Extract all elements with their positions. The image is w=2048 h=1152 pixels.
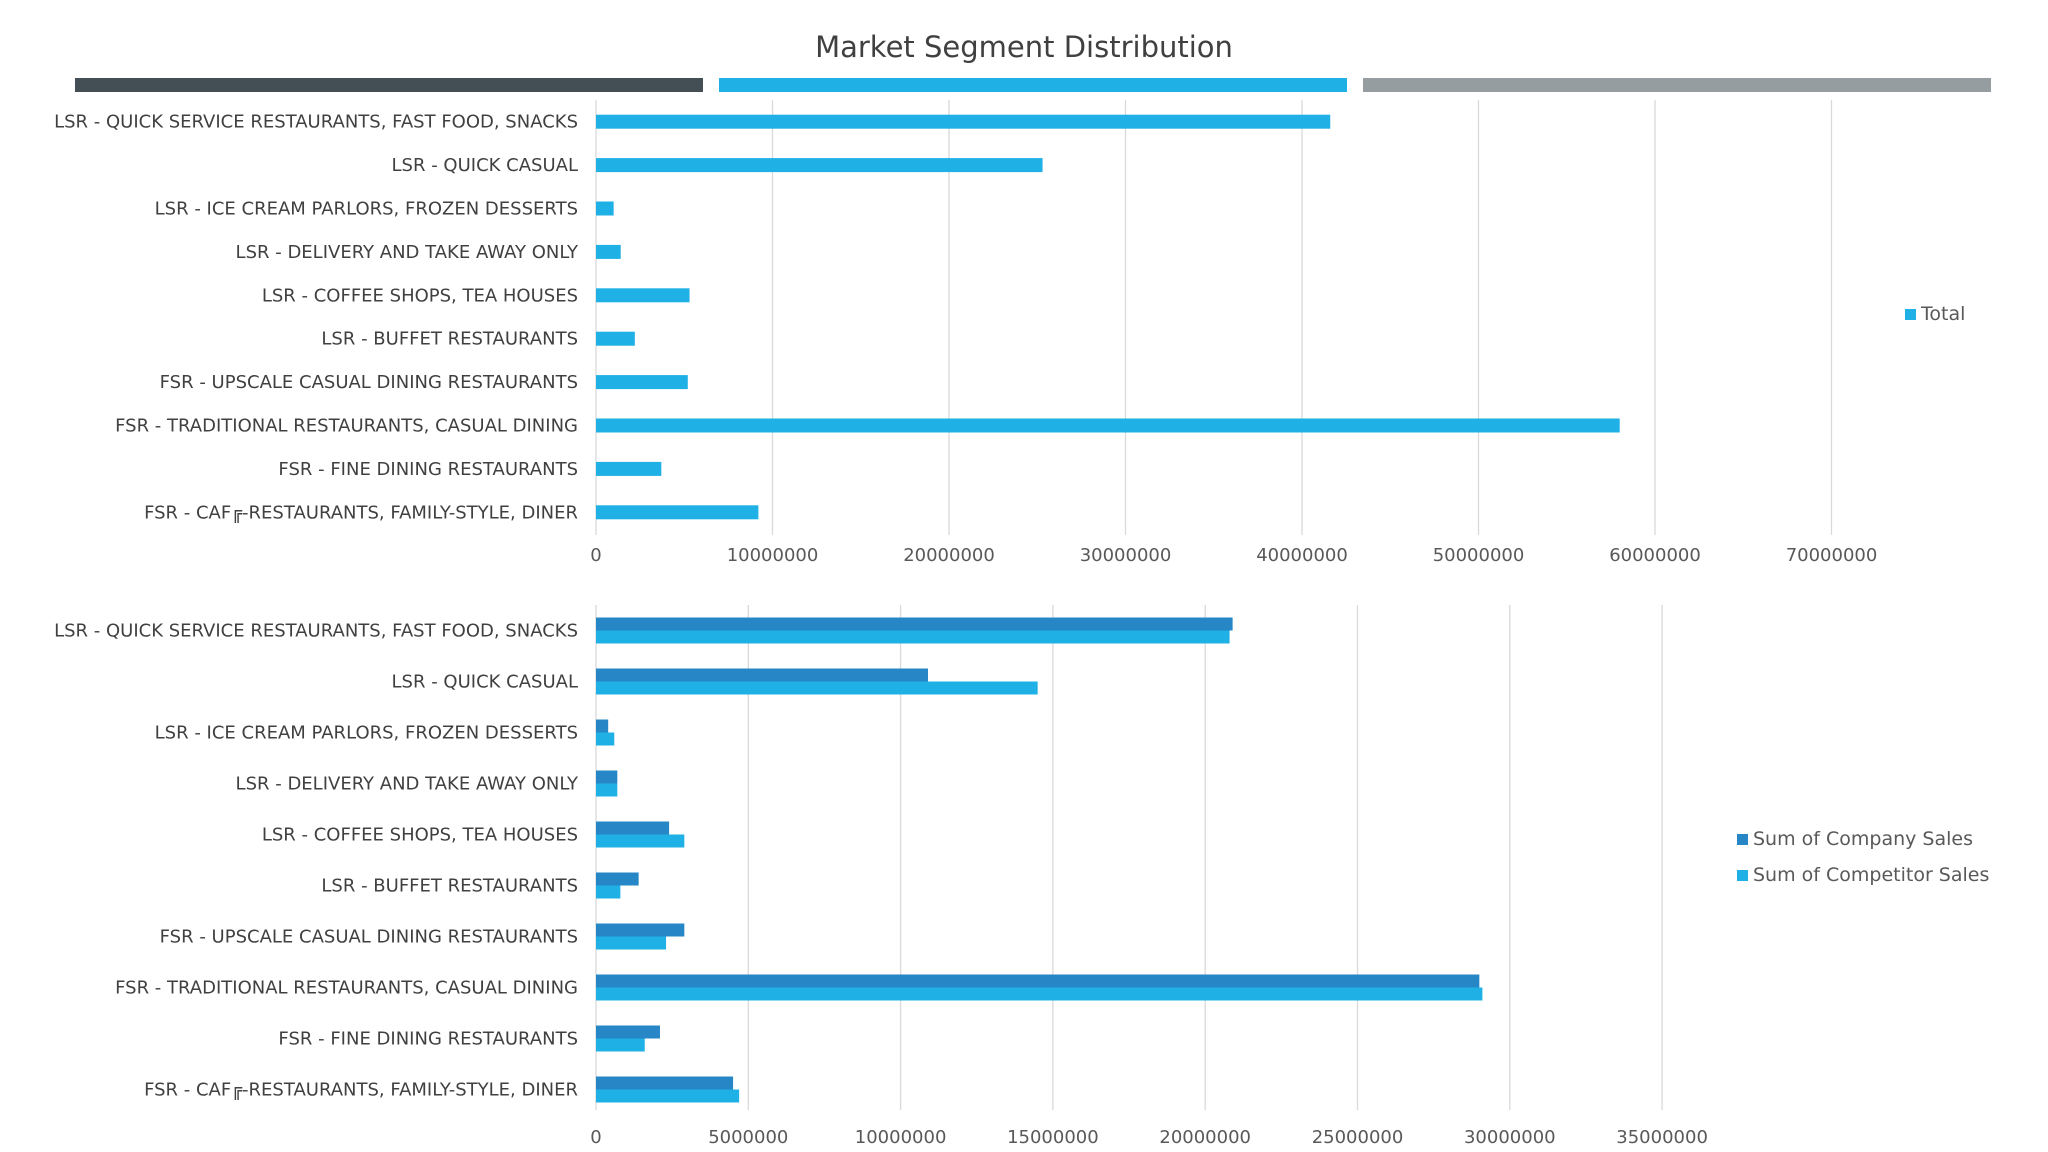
top-legend-swatch [1905,309,1916,320]
bottom-category-label: LSR - DELIVERY AND TAKE AWAY ONLY [236,774,579,795]
bottom-x-tick-label: 20000000 [1159,1127,1251,1148]
top-bar-total [596,375,688,390]
top-category-label: FSR - UPSCALE CASUAL DINING RESTAURANTS [160,372,578,393]
bottom-bar-company [596,617,1233,631]
bottom-bar-competitor [596,834,685,848]
bottom-bar-company [596,974,1480,988]
top-x-tick-label: 20000000 [903,545,995,566]
bottom-bar-company [596,668,929,682]
bottom-category-label: LSR - QUICK CASUAL [392,672,578,693]
bottom-category-label: FSR - UPSCALE CASUAL DINING RESTAURANTS [160,927,578,948]
bottom-x-tick-label: 0 [590,1127,601,1148]
bottom-x-tick-label: 35000000 [1616,1127,1708,1148]
bottom-x-tick-label: 25000000 [1312,1127,1404,1148]
top-x-tick-label: 70000000 [1786,545,1878,566]
bottom-bar-competitor [596,936,667,950]
bottom-category-label: LSR - COFFEE SHOPS, TEA HOUSES [262,825,578,846]
bottom-x-tick-label: 15000000 [1007,1127,1099,1148]
top-bar-total [596,505,759,520]
top-x-tick-label: 60000000 [1609,545,1701,566]
top-category-label: LSR - DELIVERY AND TAKE AWAY ONLY [236,242,579,263]
bottom-category-label: FSR - CAF╔-RESTAURANTS, FAMILY-STYLE, DI… [144,1080,578,1101]
bottom-bar-company [596,1025,660,1039]
bottom-legend-swatch [1737,870,1748,881]
bottom-bar-competitor [596,1038,645,1052]
top-x-tick-label: 0 [590,545,601,566]
top-legend-label: Total [1920,303,1965,325]
bottom-bar-company [596,770,618,784]
top-bar-total [596,331,635,346]
bottom-category-label: FSR - TRADITIONAL RESTAURANTS, CASUAL DI… [115,978,578,999]
top-category-label: LSR - QUICK SERVICE RESTAURANTS, FAST FO… [54,112,578,133]
header-strip-gray [1363,78,1991,92]
bottom-category-label: LSR - QUICK SERVICE RESTAURANTS, FAST FO… [54,621,578,642]
top-bar-total [596,114,1331,129]
bottom-category-label: FSR - FINE DINING RESTAURANTS [278,1029,578,1050]
top-x-tick-label: 40000000 [1256,545,1348,566]
top-bar-total [596,418,1620,433]
top-category-label: FSR - CAF╔-RESTAURANTS, FAMILY-STYLE, DI… [144,502,578,523]
bottom-bar-company [596,872,639,886]
bottom-x-tick-label: 10000000 [855,1127,947,1148]
top-x-tick-label: 10000000 [727,545,819,566]
top-category-label: FSR - TRADITIONAL RESTAURANTS, CASUAL DI… [115,416,578,437]
bottom-x-tick-label: 30000000 [1464,1127,1556,1148]
bottom-x-tick-label: 5000000 [708,1127,788,1148]
top-bar-total [596,244,621,259]
bottom-bar-company [596,1076,734,1090]
top-category-label: LSR - QUICK CASUAL [392,155,578,176]
bottom-bar-competitor [596,783,618,797]
bottom-chart: 0 5000000 10000000 15000000 20000000 25000000… [54,605,1989,1148]
top-x-tick-label: 30000000 [1080,545,1172,566]
top-bar-total [596,201,614,216]
top-x-tick-label: 50000000 [1433,545,1525,566]
bottom-legend-swatch [1737,834,1748,845]
header-strip-dark [75,78,703,92]
bottom-bar-competitor [596,885,621,899]
bottom-legend-label: Sum of Competitor Sales [1753,864,1989,886]
bottom-bar-company [596,719,609,733]
top-chart: 0 10000000 20000000 30000000 40000000 5000000… [54,100,1965,566]
top-category-label: LSR - BUFFET RESTAURANTS [321,329,578,350]
top-bar-total [596,461,662,476]
header-strip-blue [719,78,1347,92]
bottom-bar-company [596,923,685,937]
top-category-label: LSR - ICE CREAM PARLORS, FROZEN DESSERTS [155,199,578,220]
bottom-category-label: LSR - ICE CREAM PARLORS, FROZEN DESSERTS [155,723,578,744]
bottom-bar-competitor [596,630,1230,644]
bottom-bar-competitor [596,987,1483,1001]
top-category-label: FSR - FINE DINING RESTAURANTS [278,459,578,480]
bottom-bar-competitor [596,681,1038,695]
top-bar-total [596,158,1043,173]
top-category-label: LSR - COFFEE SHOPS, TEA HOUSES [262,285,578,306]
bottom-category-label: LSR - BUFFET RESTAURANTS [321,876,578,897]
page-title: Market Segment Distribution [815,30,1233,64]
bottom-legend-label: Sum of Company Sales [1753,828,1973,850]
top-bar-total [596,288,690,303]
bottom-bar-competitor [596,1089,740,1103]
bottom-bar-company [596,821,670,835]
bottom-bar-competitor [596,732,615,746]
